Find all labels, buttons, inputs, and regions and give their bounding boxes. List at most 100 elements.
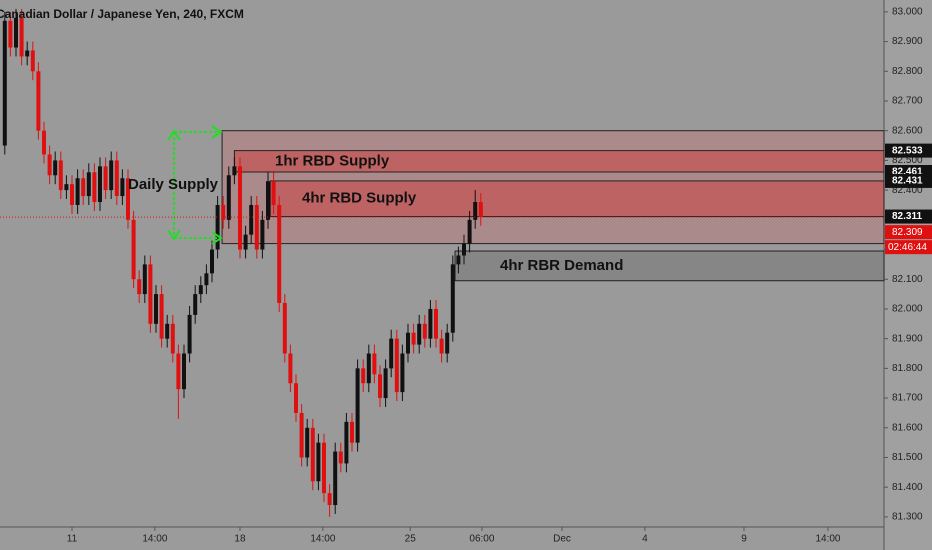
x-tick-label: Dec [553,534,571,545]
candle-body [394,338,399,393]
candle-body [86,172,91,197]
y-tick-label: 82.000 [892,304,923,315]
candle-body [226,175,231,220]
candle-body [461,243,466,256]
y-tick-label: 82.700 [892,96,923,107]
x-tick-label: 4 [642,534,648,545]
candle-body [338,451,343,464]
y-tick-label: 81.600 [892,422,923,433]
candle-body [181,353,186,390]
y-tick-label: 82.400 [892,185,923,196]
candle-body [209,249,214,274]
daily-arrows [167,125,223,245]
candle-body [47,154,52,176]
candle-body [204,273,209,286]
candle-body [445,332,450,354]
candle-body [389,338,394,369]
candle-body [277,204,282,304]
price-axis [884,0,932,550]
x-tick-label: 14:00 [310,534,335,545]
candle-body [153,294,158,324]
candle-body [366,353,371,384]
zone-label: 4hr RBR Demand [500,257,623,274]
candle-body [92,172,97,203]
y-tick-label: 81.800 [892,363,923,374]
candle-body [249,204,254,235]
zone [269,180,885,218]
candle-body [383,368,388,399]
countdown-bg [885,240,932,255]
price-label-bg [885,173,932,188]
zone-label: 4hr RBD Supply [302,190,417,207]
candle-body [321,442,326,494]
candle-body [372,353,377,375]
candle-body [265,181,270,220]
candle-body [58,160,63,191]
candle-body [299,412,304,458]
candle-body [377,374,382,399]
candle-body [131,219,136,280]
candle-body [417,323,422,345]
candle-body [305,427,310,458]
candle-body [293,383,298,413]
y-tick-label: 81.900 [892,333,923,344]
zone-label: 1hr RBD Supply [275,152,390,169]
candle-body [75,178,80,205]
candle-body [288,353,293,384]
candle-body [170,323,175,354]
price-label: 82.311 [892,211,922,222]
candle-body [193,294,198,315]
labels: Daily Supply 1hr RBD Supply 4hr RBD Supply… [128,152,623,274]
candle-body [439,338,444,354]
candle-body [349,421,354,443]
zones [221,130,885,282]
candle-body [64,184,69,191]
candle-body [333,451,338,506]
y-tick-label: 81.300 [892,512,923,523]
zone [454,250,885,282]
candles [2,8,483,517]
candle-body [8,20,13,48]
candle-body [165,323,170,339]
candle-body [30,50,35,72]
last-price-label: 82.309 [892,227,923,238]
candle-body [53,160,58,176]
price-label: 82.533 [892,145,923,156]
y-tick-label: 82.800 [892,66,923,77]
candle-body [310,427,315,482]
candle-body [221,204,226,220]
candle-body [69,184,74,205]
x-tick-label: 06:00 [469,534,494,545]
candle-body [232,166,237,176]
candle-body [327,493,332,506]
candle-body [467,219,472,244]
zone-label: Daily Supply [128,176,219,193]
candle-body [109,160,114,191]
candle-body [36,71,41,131]
x-tick-label: 9 [741,534,747,545]
y-tick-label: 81.400 [892,482,923,493]
x-tick-label: 14:00 [815,534,840,545]
x-tick-label: 11 [67,534,78,545]
candle-body [103,166,108,191]
candle-body [316,442,321,482]
candle-body [176,353,181,390]
candle-body [344,421,349,464]
candle-body [422,323,427,339]
candle-body [120,178,125,197]
y-tick-label: 81.700 [892,393,923,404]
price-label: 82.461 [892,167,923,178]
candle-body [456,255,461,265]
candle-body [81,178,86,197]
candle-body [361,368,366,384]
candle-body [243,234,248,250]
candle-body [428,308,433,339]
candle-body [450,264,455,333]
price-label-bg [885,209,932,224]
candle-body [405,332,410,354]
candle-body [433,308,438,339]
candle-body [473,202,478,220]
candle-body [125,178,130,220]
